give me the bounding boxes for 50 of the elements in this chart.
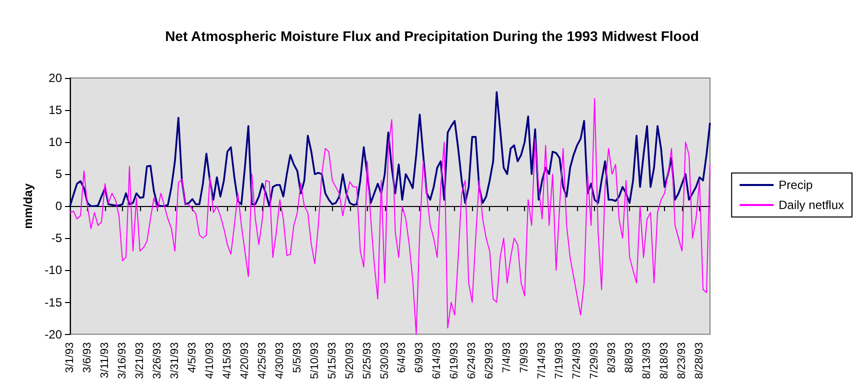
x-tick-label: 8/8/93	[624, 342, 636, 373]
y-tick-label: 10	[48, 135, 62, 150]
y-tick-label: 5	[55, 167, 62, 182]
x-tick-label: 7/19/93	[554, 342, 566, 379]
y-axis-title: mm/day	[20, 183, 35, 229]
y-tick-label: -10	[44, 263, 62, 278]
legend-label: Precip	[778, 178, 813, 192]
x-tick-label: 8/28/93	[694, 342, 706, 379]
x-tick-label: 6/4/93	[396, 342, 408, 373]
chart-title: Net Atmospheric Moisture Flux and Precipitation During the 1993 Midwest Flood	[165, 28, 699, 44]
legend-label: Daily netflux	[778, 198, 844, 212]
x-tick-label: 4/10/93	[204, 342, 216, 379]
x-tick-label: 5/30/93	[378, 342, 391, 379]
y-tick-label: 15	[48, 103, 62, 118]
x-tick-label: 6/9/93	[414, 342, 426, 373]
x-tick-label: 4/20/93	[238, 342, 251, 379]
x-tick-label: 7/24/93	[571, 342, 584, 379]
x-tick-label: 3/31/93	[168, 342, 181, 379]
x-tick-label: 5/10/93	[308, 342, 321, 379]
x-tick-label: 6/24/93	[466, 342, 478, 379]
x-tick-label: 4/30/93	[274, 342, 286, 379]
x-tick-label: 3/26/93	[151, 342, 164, 379]
x-tick-label: 6/14/93	[431, 342, 444, 379]
x-tick-label: 3/1/93	[64, 342, 76, 373]
x-tick-label: 6/29/93	[484, 342, 496, 379]
y-tick-label: -15	[44, 295, 62, 310]
x-tick-label: 7/14/93	[536, 342, 548, 379]
x-tick-label: 3/16/93	[116, 342, 128, 379]
x-tick-label: 8/18/93	[658, 342, 671, 379]
x-tick-label: 5/15/93	[326, 342, 338, 379]
x-tick-label: 8/23/93	[676, 342, 688, 379]
x-tick-label: 7/9/93	[518, 342, 531, 373]
x-tick-label: 7/4/93	[501, 342, 514, 373]
x-tick-label: 4/15/93	[221, 342, 234, 379]
x-tick-label: 8/3/93	[606, 342, 618, 373]
y-tick-label: 20	[48, 71, 62, 85]
x-tick-label: 5/5/93	[291, 342, 304, 373]
x-tick-label: 5/20/93	[344, 342, 356, 379]
x-tick-label: 3/21/93	[134, 342, 146, 379]
x-tick-label: 4/5/93	[186, 342, 198, 373]
x-tick-label: 6/19/93	[448, 342, 461, 379]
y-tick-label: 0	[55, 199, 62, 214]
x-tick-label: 4/25/93	[256, 342, 268, 379]
x-tick-label: 5/25/93	[361, 342, 374, 379]
y-tick-label: -5	[51, 231, 62, 246]
y-tick-label: -20	[44, 327, 62, 342]
x-tick-label: 8/13/93	[641, 342, 654, 379]
x-tick-label: 3/11/93	[98, 342, 111, 378]
x-tick-label: 7/29/93	[588, 342, 601, 379]
x-tick-label: 3/6/93	[81, 342, 94, 373]
